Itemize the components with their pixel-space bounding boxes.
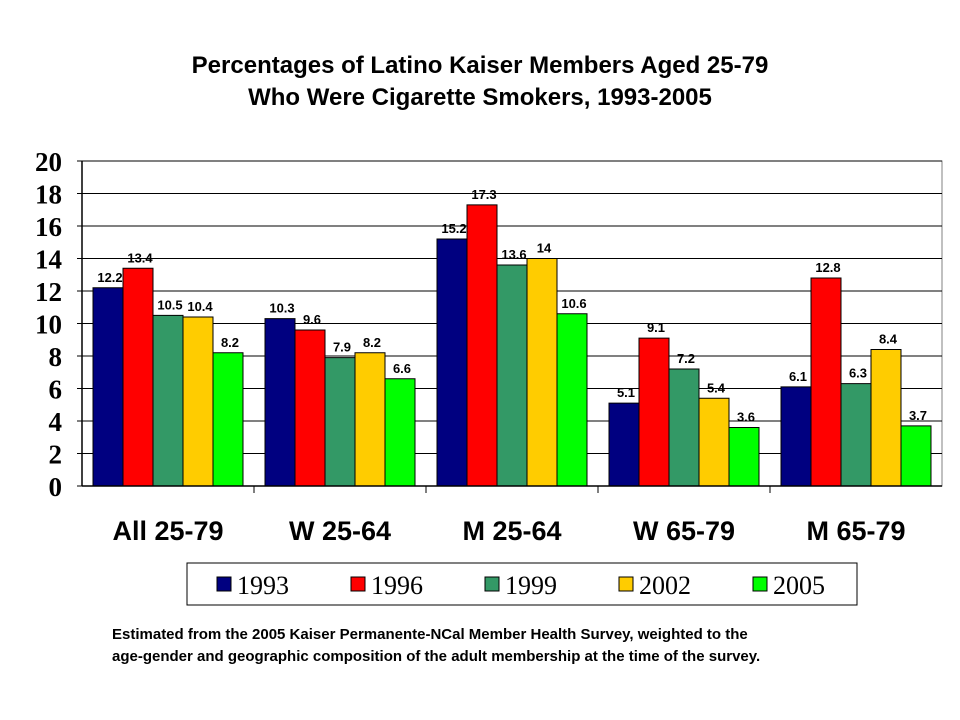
bar — [608, 402, 640, 487]
legend-swatch — [216, 576, 232, 592]
footnote-line-2: age-gender and geographic composition of… — [112, 648, 761, 665]
legend-label: 2002 — [639, 571, 691, 600]
data-labels: 12.2 13.4 10.5 10.4 8.2 10.3 9.6 7.9 8.2 6.6 15.2 1… — [97, 187, 927, 425]
data-label: 14 — [537, 241, 552, 256]
x-tick-label: M 25-64 — [462, 516, 561, 546]
legend-label: 1999 — [505, 571, 557, 600]
data-label: 7.9 — [333, 340, 351, 355]
bar — [122, 267, 154, 487]
data-label: 5.4 — [707, 380, 726, 395]
footnote: Estimated from the 2005 Kaiser Permanent… — [112, 624, 932, 668]
bar — [810, 277, 842, 487]
bar — [324, 357, 356, 487]
bar — [466, 204, 498, 487]
bar — [182, 316, 214, 487]
chart-title-line-1: Percentages of Latino Kaiser Members Age… — [191, 52, 769, 79]
footnote-line-1: Estimated from the 2005 Kaiser Permanent… — [112, 626, 748, 643]
data-label: 10.5 — [157, 297, 182, 312]
bar — [840, 383, 872, 487]
data-label: 5.1 — [617, 385, 635, 400]
data-label: 6.6 — [393, 361, 411, 376]
bar — [294, 329, 326, 487]
y-tick-label: 4 — [49, 407, 63, 437]
bar — [92, 287, 124, 487]
data-label: 6.3 — [849, 366, 867, 381]
y-tick-label: 10 — [35, 310, 62, 340]
bar — [212, 352, 244, 487]
y-tick-label: 20 — [35, 147, 62, 177]
legend-box — [186, 562, 858, 606]
bar — [556, 313, 588, 487]
bar — [780, 386, 812, 487]
y-tick-label: 12 — [35, 277, 62, 307]
data-label: 9.1 — [647, 320, 665, 335]
bar — [152, 314, 184, 487]
data-label: 8.2 — [221, 335, 239, 350]
chart-title: Percentages of Latino Kaiser Members Age… — [0, 50, 960, 114]
x-tick-label: All 25-79 — [112, 516, 223, 546]
legend-label: 1996 — [371, 571, 423, 600]
legend-swatch — [484, 576, 500, 592]
data-label: 10.6 — [561, 296, 586, 311]
data-label: 10.4 — [187, 299, 213, 314]
legend-swatch — [618, 576, 634, 592]
x-tick-label: W 65-79 — [633, 516, 735, 546]
y-tick-label: 18 — [35, 180, 62, 210]
bar — [436, 238, 468, 487]
data-label: 3.6 — [737, 410, 755, 425]
legend: 1993 1996 1999 2002 2005 — [186, 562, 858, 606]
chart-title-line-2: Who Were Cigarette Smokers, 1993-2005 — [248, 84, 712, 111]
data-label: 12.2 — [97, 270, 122, 285]
bar — [526, 258, 558, 487]
data-label: 6.1 — [789, 369, 807, 384]
bar — [900, 425, 932, 487]
y-tick-label: 6 — [49, 375, 63, 405]
data-label: 13.4 — [127, 250, 153, 265]
bar — [264, 318, 296, 487]
data-label: 15.2 — [441, 221, 466, 236]
y-tick-label: 0 — [49, 472, 63, 502]
bar — [668, 368, 700, 487]
legend-swatch — [752, 576, 768, 592]
data-label: 10.3 — [269, 301, 294, 316]
data-label: 17.3 — [471, 187, 496, 202]
y-tick-label: 16 — [35, 212, 62, 242]
data-label: 7.2 — [677, 351, 695, 366]
bar — [496, 264, 528, 487]
bars — [92, 204, 932, 487]
x-tick-label: W 25-64 — [289, 516, 391, 546]
bar — [698, 397, 730, 487]
data-label: 12.8 — [815, 260, 840, 275]
data-label: 8.4 — [879, 332, 898, 347]
legend-swatch — [350, 576, 366, 592]
y-tick-label: 8 — [49, 342, 63, 372]
bar — [870, 349, 902, 487]
bar — [638, 337, 670, 487]
legend-label: 2005 — [773, 571, 825, 600]
data-label: 13.6 — [501, 247, 526, 262]
bar — [728, 427, 760, 487]
data-label: 3.7 — [909, 408, 927, 423]
data-label: 8.2 — [363, 335, 381, 350]
legend-label: 1993 — [237, 571, 289, 600]
bar — [354, 352, 386, 487]
y-tick-label: 14 — [35, 245, 62, 275]
bar — [384, 378, 416, 487]
data-label: 9.6 — [303, 312, 321, 327]
y-tick-label: 2 — [49, 440, 63, 470]
x-tick-label: M 65-79 — [806, 516, 905, 546]
